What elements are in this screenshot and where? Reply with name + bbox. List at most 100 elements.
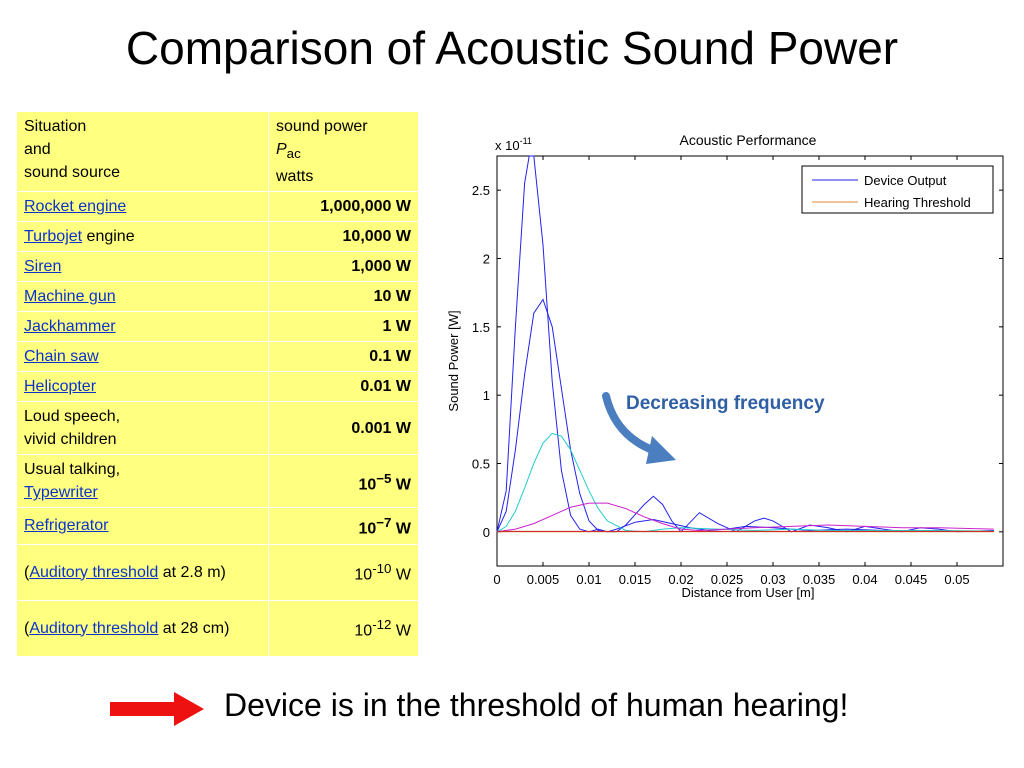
power-value-exponent: -12 (372, 617, 392, 633)
situation-text: vivid children (24, 431, 117, 449)
power-cell: 10,000 W (268, 221, 419, 253)
x-tick-label: 0.02 (668, 572, 693, 587)
situation-text: ( (24, 619, 30, 637)
y-tick-label: 1 (483, 388, 490, 403)
situation-cell: (Auditory threshold at 28 cm) (16, 599, 269, 657)
x-tick-label: 0.015 (619, 572, 652, 587)
situation-cell: Usual talking, Typewriter (16, 454, 269, 509)
situation-link[interactable]: Siren (24, 258, 62, 276)
right-arrow-shaft (110, 702, 176, 716)
table-row: Helicopter 0.01 W (16, 371, 419, 403)
x-tick-label: 0.035 (803, 572, 836, 587)
situation-link[interactable]: Turbojet (24, 228, 83, 246)
series-line (496, 432, 994, 533)
situation-text: Usual talking, (24, 461, 121, 479)
legend-box (801, 165, 994, 214)
header-subscript: ac (286, 146, 301, 162)
table-header-row: Situation and sound source sound power P… (16, 110, 419, 193)
header-symbol: P (276, 141, 287, 158)
power-value: 0.001 W (351, 419, 411, 437)
table-row: Chain saw 0.1 W (16, 341, 419, 373)
legend-hearing-threshold: Hearing Threshold (864, 195, 971, 210)
decreasing-frequency-callout: Decreasing frequency (626, 393, 825, 414)
sound-power-header: sound power Pac watts (268, 110, 419, 193)
situation-link[interactable]: Chain saw (24, 348, 99, 366)
power-cell: 0.01 W (268, 371, 419, 403)
situation-link[interactable]: Machine gun (24, 288, 116, 306)
power-value-base: 10 (354, 566, 373, 584)
power-cell: 10-12 W (268, 599, 419, 657)
power-value-exponent: −7 (376, 515, 392, 531)
situation-text: ( (24, 563, 30, 581)
power-cell: 0.1 W (268, 341, 419, 373)
y-tick-label: 2 (483, 252, 490, 267)
series-line (496, 155, 994, 533)
situation-link[interactable]: Rocket engine (24, 198, 127, 216)
power-value: 0.01 W (360, 378, 411, 396)
situation-link[interactable]: Auditory threshold (29, 619, 159, 637)
table-row: (Auditory threshold at 2.8 m) 10-10 W (16, 543, 419, 601)
situation-cell: Turbojet engine (16, 221, 269, 253)
situation-header: Situation and sound source (16, 110, 269, 193)
header-line: watts (276, 168, 314, 186)
legend-device-output: Device Output (864, 173, 947, 188)
x-axis-label: Distance from User [m] (682, 585, 815, 600)
y-axis-label: Sound Power [W] (446, 310, 461, 411)
x-tick-label: 0.005 (527, 572, 560, 587)
y-tick-label: 1.5 (472, 320, 490, 335)
situation-link[interactable]: Refrigerator (24, 517, 109, 535)
power-cell: 10 W (268, 281, 419, 313)
chart-lines (496, 155, 994, 533)
slide-title: Comparison of Acoustic Sound Power (125, 22, 899, 74)
x-tick-label: 0 (493, 572, 500, 587)
header-line: and (24, 141, 51, 158)
situation-text: engine (82, 228, 135, 246)
curved-arrow-icon (602, 392, 676, 464)
y-multiplier-exponent: -11 (520, 136, 532, 146)
sound-power-table: Situation and sound source sound power P… (16, 110, 419, 657)
situation-text: at 2.8 m) (158, 563, 226, 581)
y-tick-label: 0.5 (472, 457, 490, 472)
table-row: Machine gun 10 W (16, 281, 419, 313)
power-cell: 1,000 W (268, 251, 419, 283)
header-line: sound source (24, 164, 121, 181)
y-multiplier-base: x 10 (495, 138, 520, 153)
curved-arrow-shaft (602, 392, 662, 456)
power-cell: 10−7 W (268, 507, 419, 545)
power-cell: 0.001 W (268, 401, 419, 456)
header-line: sound power (276, 118, 368, 135)
situation-text: Loud speech, (24, 408, 121, 426)
right-arrow-icon (110, 692, 204, 726)
y-tick-label: 0 (483, 525, 490, 540)
situation-cell: Helicopter (16, 371, 269, 403)
table-row: (Auditory threshold at 28 cm) 10-12 W (16, 599, 419, 657)
x-tick-label: 0.01 (576, 572, 601, 587)
chart-legend: Device Output Hearing Threshold (801, 165, 994, 214)
power-value-exponent: −5 (376, 470, 392, 486)
situation-cell: Refrigerator (16, 507, 269, 545)
plot-area (496, 155, 1004, 567)
table-row: Usual talking, Typewriter 10−5 W (16, 454, 419, 509)
power-value: 1 W (382, 318, 411, 336)
situation-cell: Jackhammer (16, 311, 269, 343)
x-tick-label: 0.045 (895, 572, 928, 587)
power-value: 1,000,000 W (320, 198, 411, 216)
power-value-base: 10 (358, 520, 377, 538)
situation-cell: Siren (16, 251, 269, 283)
situation-link[interactable]: Jackhammer (24, 318, 116, 336)
power-value: 10 W (373, 288, 411, 306)
right-arrow-head (174, 692, 204, 726)
table-row: Refrigerator 10−7 W (16, 507, 419, 545)
power-value-unit: W (391, 475, 411, 493)
situation-link[interactable]: Typewriter (24, 484, 98, 502)
table-row: Rocket engine 1,000,000 W (16, 191, 419, 223)
power-value-exponent: -10 (372, 561, 392, 577)
power-cell: 10−5 W (268, 454, 419, 509)
power-value: 1,000 W (351, 258, 411, 276)
power-cell: 1,000,000 W (268, 191, 419, 223)
table-row: Siren 1,000 W (16, 251, 419, 283)
table-row: Turbojet engine 10,000 W (16, 221, 419, 253)
situation-link[interactable]: Helicopter (24, 378, 97, 396)
situation-link[interactable]: Auditory threshold (29, 563, 159, 581)
situation-text: at 28 cm) (158, 619, 230, 637)
